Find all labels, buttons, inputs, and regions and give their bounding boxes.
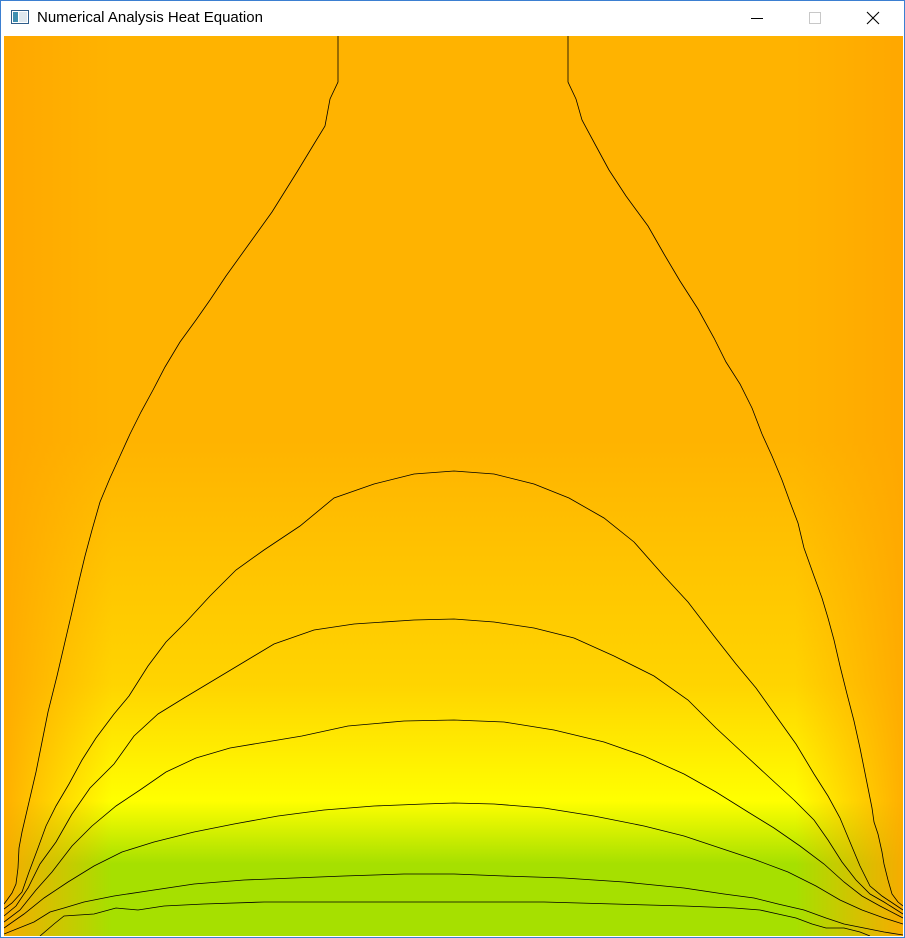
window-title: Numerical Analysis Heat Equation <box>37 9 263 26</box>
close-button[interactable] <box>844 1 902 35</box>
contour-lines <box>4 36 903 936</box>
application-window-icon <box>11 10 29 24</box>
contour-line <box>567 36 903 907</box>
maximize-icon <box>809 12 821 24</box>
heat-edge-shading <box>4 36 903 936</box>
contour-line <box>4 618 903 917</box>
contour-line <box>4 873 903 936</box>
close-icon <box>866 11 880 25</box>
contour-line <box>4 36 339 905</box>
contour-line <box>39 901 871 936</box>
contour-line <box>4 719 903 923</box>
minimize-icon <box>751 18 763 19</box>
minimize-button[interactable] <box>728 1 786 35</box>
maximize-button[interactable] <box>786 1 844 35</box>
title-bar[interactable]: Numerical Analysis Heat Equation <box>1 1 904 35</box>
heat-map <box>4 36 903 936</box>
heat-equation-canvas <box>4 36 903 936</box>
contour-line <box>4 802 903 929</box>
contour-line <box>4 470 903 911</box>
